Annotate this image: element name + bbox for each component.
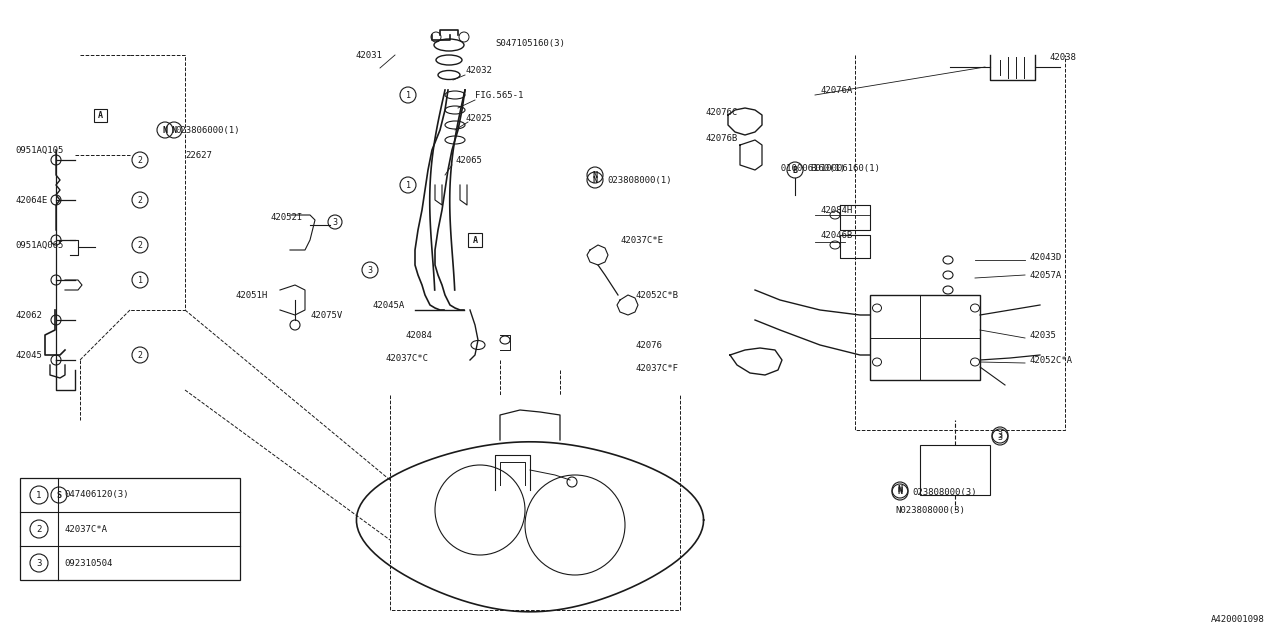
Text: 42076B: 42076B — [705, 134, 737, 143]
Text: 42084: 42084 — [404, 330, 431, 339]
Text: N: N — [897, 486, 902, 495]
Text: A: A — [97, 111, 102, 120]
Text: 1: 1 — [406, 90, 411, 99]
Text: 2: 2 — [137, 241, 142, 250]
Text: 22627: 22627 — [186, 150, 212, 159]
Bar — [920, 445, 989, 495]
Text: 42037C*F: 42037C*F — [635, 364, 678, 372]
Text: 023806000(1): 023806000(1) — [175, 125, 239, 134]
Text: 3: 3 — [333, 218, 338, 227]
Text: 023808000(3): 023808000(3) — [913, 488, 977, 497]
Text: N023808000(3): N023808000(3) — [895, 506, 965, 515]
Text: FIG.565-1: FIG.565-1 — [475, 90, 524, 99]
Text: 42031: 42031 — [355, 51, 381, 60]
Text: 42046B: 42046B — [820, 230, 852, 239]
Text: 42052I: 42052I — [270, 212, 302, 221]
Text: 42032: 42032 — [465, 65, 492, 74]
Text: 023808000(1): 023808000(1) — [607, 175, 672, 184]
Text: N: N — [897, 488, 902, 497]
Text: 2: 2 — [36, 525, 42, 534]
Text: 0951AQ065: 0951AQ065 — [15, 241, 64, 250]
Text: 42064E: 42064E — [15, 195, 47, 205]
Text: 3: 3 — [997, 431, 1002, 440]
Text: 0951AQ105: 0951AQ105 — [15, 145, 64, 154]
Text: S047105160(3): S047105160(3) — [495, 38, 564, 47]
Text: N: N — [172, 125, 177, 134]
Text: 42035: 42035 — [1030, 330, 1057, 339]
Text: 42038: 42038 — [1050, 52, 1076, 61]
Text: 42045A: 42045A — [372, 301, 404, 310]
Text: 42062: 42062 — [15, 310, 42, 319]
Text: 42045: 42045 — [15, 351, 42, 360]
Text: 2: 2 — [137, 195, 142, 205]
Text: 3: 3 — [367, 266, 372, 275]
Bar — [870, 295, 980, 380]
Text: 42051H: 42051H — [236, 291, 268, 300]
Text: 3: 3 — [997, 433, 1002, 442]
Text: 047406120(3): 047406120(3) — [64, 490, 128, 499]
Text: 42057A: 42057A — [1030, 271, 1062, 280]
Text: 42076: 42076 — [635, 340, 662, 349]
Text: 1: 1 — [36, 490, 42, 499]
Text: B: B — [792, 166, 797, 175]
Text: 1: 1 — [137, 275, 142, 285]
Text: N: N — [593, 170, 598, 179]
Bar — [20, 478, 241, 580]
Text: 42076C: 42076C — [705, 108, 737, 116]
Bar — [93, 109, 106, 122]
Text: B010006160(1): B010006160(1) — [810, 163, 879, 173]
Text: 42084H: 42084H — [820, 205, 852, 214]
Text: 42037C*E: 42037C*E — [620, 236, 663, 244]
Bar — [468, 233, 483, 247]
Text: 42025: 42025 — [465, 113, 492, 122]
Text: 42065: 42065 — [454, 156, 481, 164]
Text: S: S — [56, 490, 61, 499]
Text: A420001098: A420001098 — [1211, 616, 1265, 625]
Text: 42075V: 42075V — [310, 310, 342, 319]
Text: 42052C*A: 42052C*A — [1030, 355, 1073, 365]
Text: A: A — [472, 236, 477, 244]
Text: 42052C*B: 42052C*B — [635, 291, 678, 300]
Text: N: N — [163, 125, 168, 134]
Text: 2: 2 — [137, 156, 142, 164]
Text: 092310504: 092310504 — [64, 559, 113, 568]
Text: 2: 2 — [137, 351, 142, 360]
Text: 42037C*A: 42037C*A — [64, 525, 108, 534]
Text: 42037C*C: 42037C*C — [385, 353, 428, 362]
Text: 010006160(1): 010006160(1) — [771, 163, 845, 173]
Text: 42043D: 42043D — [1030, 253, 1062, 262]
Text: 3: 3 — [36, 559, 42, 568]
Text: N: N — [593, 175, 598, 184]
Text: 1: 1 — [406, 180, 411, 189]
Text: 42076A: 42076A — [820, 86, 852, 95]
